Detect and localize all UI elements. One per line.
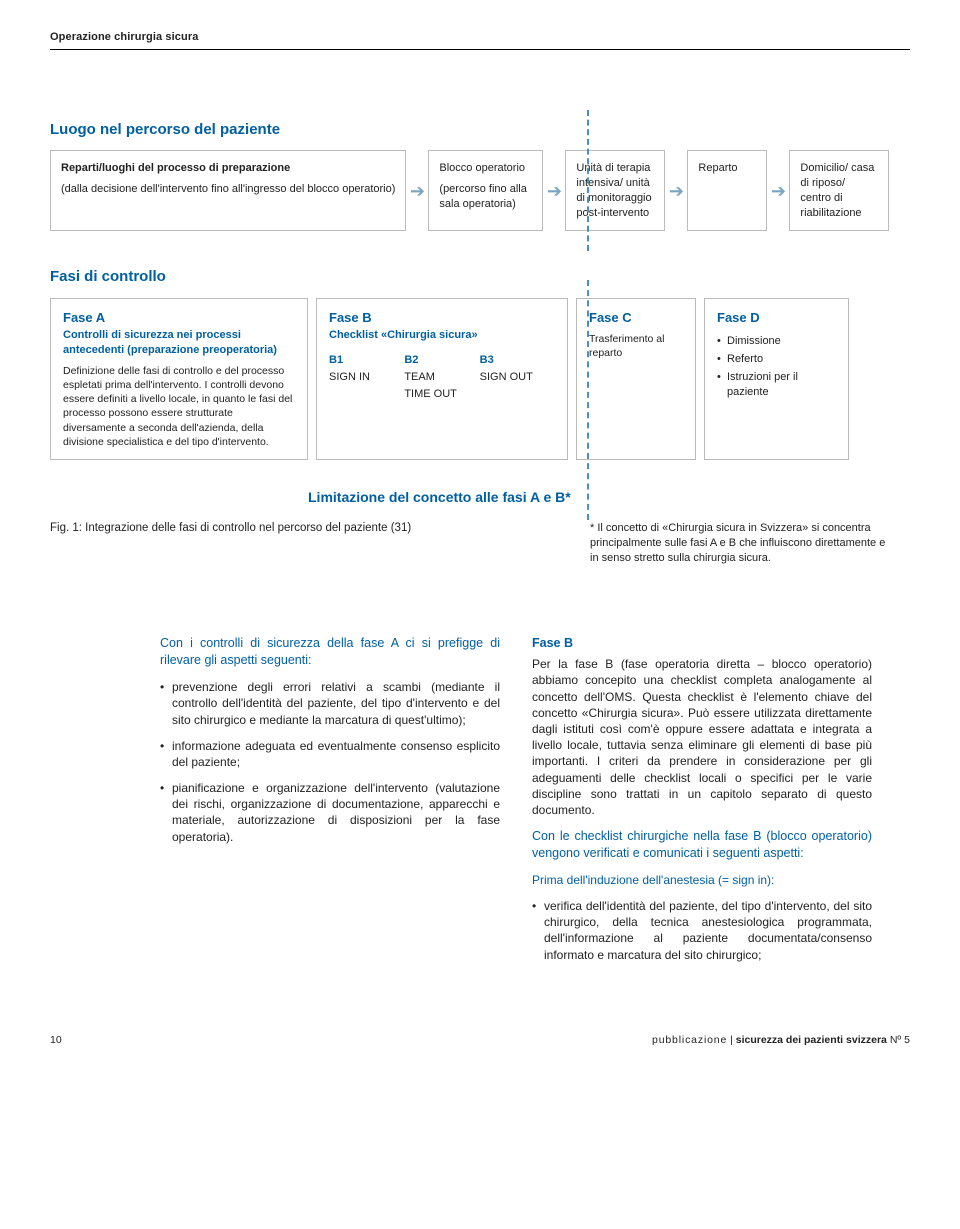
phase-a-box: Fase A Controlli di sicurezza nei proces… [50, 298, 308, 460]
right-lead2: Con le checklist chirurgiche nella fase … [532, 828, 872, 862]
box1-desc: (dalla decisione dell'intervento fino al… [61, 182, 395, 197]
b2-row1: TEAM [404, 370, 479, 385]
right-bullet: verifica dell'identità del paziente, del… [532, 898, 872, 963]
right-subhead: Prima dell'induzione dell'anestesia (= s… [532, 872, 872, 888]
b3-label: B3 [480, 353, 555, 368]
page-number: 10 [50, 1033, 62, 1047]
right-head: Fase B [532, 635, 872, 652]
phase-divider-dash [587, 280, 589, 520]
limitation-heading: Limitazione del concetto alle fasi A e B… [308, 488, 910, 507]
b1-row2 [329, 387, 404, 402]
section1-title: Luogo nel percorso del paziente [50, 120, 910, 140]
b1-row1: SIGN IN [329, 370, 404, 385]
footer-pub-label: pubblicazione [652, 1034, 727, 1046]
phase-a-sub: Controlli di sicurezza nei processi ante… [63, 328, 295, 358]
phase-a-title: Fase A [63, 309, 295, 327]
phase-b-grid: B1 B2 B3 SIGN IN TEAM SIGN OUT TIME OUT [329, 353, 555, 402]
phase-b-sub: Checklist «Chirurgia sicura» [329, 328, 555, 343]
phase-d-item: Dimissione [717, 334, 836, 349]
b2-row2: TIME OUT [404, 387, 479, 402]
box2-title: Blocco operatorio [439, 161, 532, 176]
phase-d-item: Referto [717, 352, 836, 367]
box2-desc: (percorso fino alla sala operatoria) [439, 182, 532, 212]
left-bullet: pianificazione e organizzazione dell'int… [160, 780, 500, 845]
phase-b-box: Fase B Checklist «Chirurgia sicura» B1 B… [316, 298, 568, 460]
left-bullets: prevenzione degli errori relativi a scam… [160, 679, 500, 845]
path-box-ward: Reparto [687, 150, 767, 231]
right-bullets: verifica dell'identità del paziente, del… [532, 898, 872, 963]
phase-d-item: Istruzioni per il paziente [717, 370, 836, 400]
box5-title: Domicilio/ casa di riposo/ centro di ria… [800, 161, 878, 220]
right-p1: Per la fase B (fase operatoria diretta –… [532, 656, 872, 818]
b2-label: B2 [404, 353, 479, 368]
b3-row1: SIGN OUT [480, 370, 555, 385]
b3-row2 [480, 387, 555, 402]
left-bullet: prevenzione degli errori relativi a scam… [160, 679, 500, 728]
body-columns: Con i controlli di sicurezza della fase … [160, 635, 910, 972]
phase-b-title: Fase B [329, 309, 555, 327]
phase-d-list: Dimissione Referto Istruzioni per il paz… [717, 334, 836, 399]
box4-title: Reparto [698, 161, 756, 176]
left-lead: Con i controlli di sicurezza della fase … [160, 635, 500, 669]
arrow-icon: ➔ [543, 150, 565, 231]
phase-c-box: Fase C Trasferimento al reparto [576, 298, 696, 460]
b1-label: B1 [329, 353, 404, 368]
phase-row: Fase A Controlli di sicurezza nei proces… [50, 298, 910, 460]
footer-brand: sicurezza dei pazienti svizzera [736, 1034, 887, 1046]
section2-title: Fasi di controllo [50, 267, 910, 287]
left-column: Con i controlli di sicurezza della fase … [160, 635, 500, 972]
path-box-home: Domicilio/ casa di riposo/ centro di ria… [789, 150, 889, 231]
phase-d-box: Fase D Dimissione Referto Istruzioni per… [704, 298, 849, 460]
phase-divider-dash [587, 110, 589, 251]
phase-d-title: Fase D [717, 309, 836, 327]
left-bullet: informazione adeguata ed eventualmente c… [160, 738, 500, 770]
path-box-prep: Reparti/luoghi del processo di preparazi… [50, 150, 406, 231]
phase-a-body: Definizione delle fasi di controllo e de… [63, 364, 295, 449]
figure-footnote: * Il concetto di «Chirurgia sicura in Sv… [590, 521, 890, 566]
running-head: Operazione chirurgia sicura [50, 30, 910, 50]
patient-path-row: Reparti/luoghi del processo di preparazi… [50, 150, 910, 231]
phase-c-title: Fase C [589, 309, 683, 327]
path-box-icu: Unità di terapia intensiva/ unità di mon… [565, 150, 665, 231]
arrow-icon: ➔ [767, 150, 789, 231]
footer-issue: Nº 5 [890, 1034, 910, 1046]
arrow-icon: ➔ [665, 150, 687, 231]
arrow-icon: ➔ [406, 150, 428, 231]
footer-right: pubblicazione | sicurezza dei pazienti s… [652, 1033, 910, 1047]
right-column: Fase B Per la fase B (fase operatoria di… [532, 635, 872, 972]
path-box-or: Blocco operatorio (percorso fino alla sa… [428, 150, 543, 231]
phase-c-item: Trasferimento al reparto [589, 332, 683, 360]
figure-caption: Fig. 1: Integrazione delle fasi di contr… [50, 521, 550, 537]
page-footer: 10 pubblicazione | sicurezza dei pazient… [50, 1033, 910, 1047]
box1-title: Reparti/luoghi del processo di preparazi… [61, 161, 395, 176]
